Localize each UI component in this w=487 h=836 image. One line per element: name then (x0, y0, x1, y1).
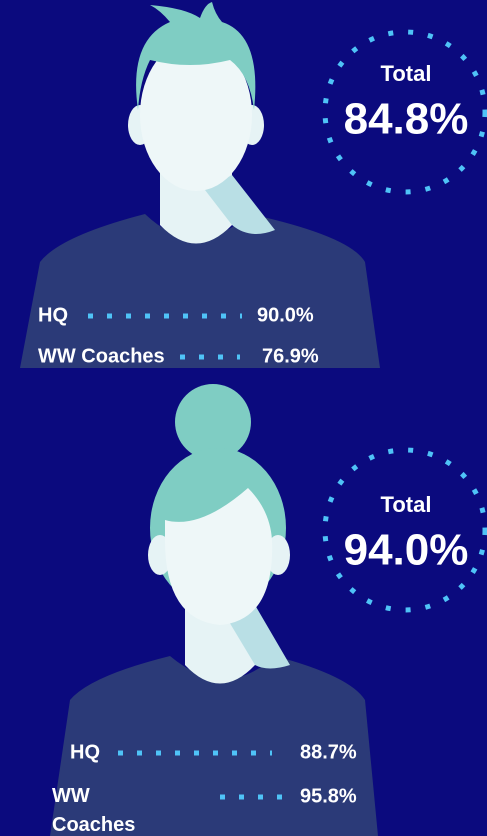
total-value: 94.0% (344, 526, 469, 575)
row-label: WW Coaches (38, 345, 165, 367)
row-value: 95.8% (300, 785, 357, 807)
row-value: 88.7% (300, 741, 357, 763)
row-label: HQ (70, 741, 100, 763)
infographic: Total 84.8% HQ 90.0% WW Coaches 76.9% To… (0, 0, 487, 836)
row-label: HQ (38, 304, 68, 326)
total-value: 84.8% (344, 95, 469, 144)
total-label: Total (381, 61, 432, 86)
row-value: 90.0% (257, 304, 314, 326)
row-value: 76.9% (262, 345, 319, 367)
total-label: Total (381, 492, 432, 517)
